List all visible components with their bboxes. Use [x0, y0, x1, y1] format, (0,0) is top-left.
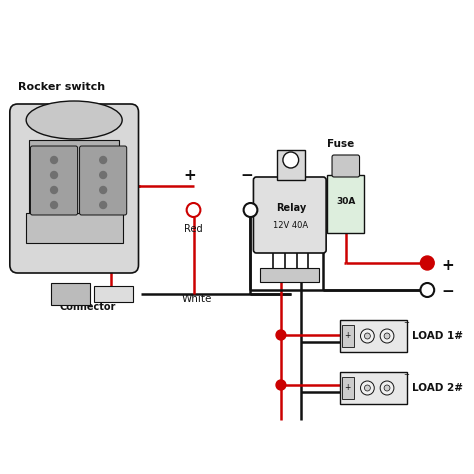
Circle shape: [100, 156, 107, 164]
Circle shape: [384, 385, 390, 391]
Circle shape: [361, 381, 374, 395]
Circle shape: [365, 333, 370, 339]
Circle shape: [420, 256, 434, 270]
Circle shape: [276, 330, 286, 340]
Circle shape: [380, 381, 394, 395]
Circle shape: [51, 172, 57, 179]
FancyBboxPatch shape: [277, 150, 304, 180]
Text: −: −: [441, 284, 454, 300]
Text: Black: Black: [262, 207, 289, 217]
Text: +: +: [345, 331, 351, 340]
FancyBboxPatch shape: [30, 146, 78, 215]
Text: −: −: [403, 372, 409, 378]
Ellipse shape: [26, 101, 122, 139]
Circle shape: [100, 201, 107, 209]
FancyBboxPatch shape: [10, 104, 138, 273]
FancyBboxPatch shape: [29, 140, 119, 225]
Text: Fuse: Fuse: [327, 139, 355, 149]
Text: Red: Red: [184, 224, 203, 234]
Circle shape: [276, 380, 286, 390]
Circle shape: [365, 385, 370, 391]
Circle shape: [100, 172, 107, 179]
Text: −: −: [403, 320, 409, 326]
Circle shape: [380, 329, 394, 343]
Text: +: +: [441, 257, 454, 273]
Text: White: White: [182, 294, 212, 304]
FancyBboxPatch shape: [342, 377, 354, 399]
Circle shape: [361, 329, 374, 343]
Circle shape: [283, 152, 299, 168]
Circle shape: [51, 201, 57, 209]
FancyBboxPatch shape: [80, 146, 127, 215]
FancyBboxPatch shape: [340, 372, 407, 404]
Circle shape: [420, 283, 434, 297]
FancyBboxPatch shape: [332, 155, 360, 177]
Circle shape: [384, 333, 390, 339]
FancyBboxPatch shape: [94, 286, 133, 302]
Circle shape: [51, 156, 57, 164]
Text: 30A: 30A: [336, 197, 356, 206]
Text: Relay: Relay: [276, 203, 306, 213]
Text: LOAD 2#: LOAD 2#: [411, 383, 463, 393]
Text: +: +: [345, 383, 351, 392]
Text: 12V 40A: 12V 40A: [273, 221, 308, 230]
FancyBboxPatch shape: [260, 268, 319, 282]
FancyBboxPatch shape: [327, 175, 365, 233]
Circle shape: [244, 203, 257, 217]
FancyBboxPatch shape: [51, 283, 90, 305]
Text: LOAD 1#: LOAD 1#: [411, 331, 463, 341]
Circle shape: [187, 203, 201, 217]
Text: −: −: [240, 168, 253, 183]
Text: Rocker switch: Rocker switch: [18, 82, 105, 92]
FancyBboxPatch shape: [254, 177, 326, 253]
Circle shape: [100, 186, 107, 193]
FancyBboxPatch shape: [340, 320, 407, 352]
Circle shape: [51, 186, 57, 193]
Text: Connector: Connector: [60, 302, 116, 312]
Text: +: +: [183, 168, 196, 183]
FancyBboxPatch shape: [342, 325, 354, 347]
FancyBboxPatch shape: [26, 213, 123, 243]
